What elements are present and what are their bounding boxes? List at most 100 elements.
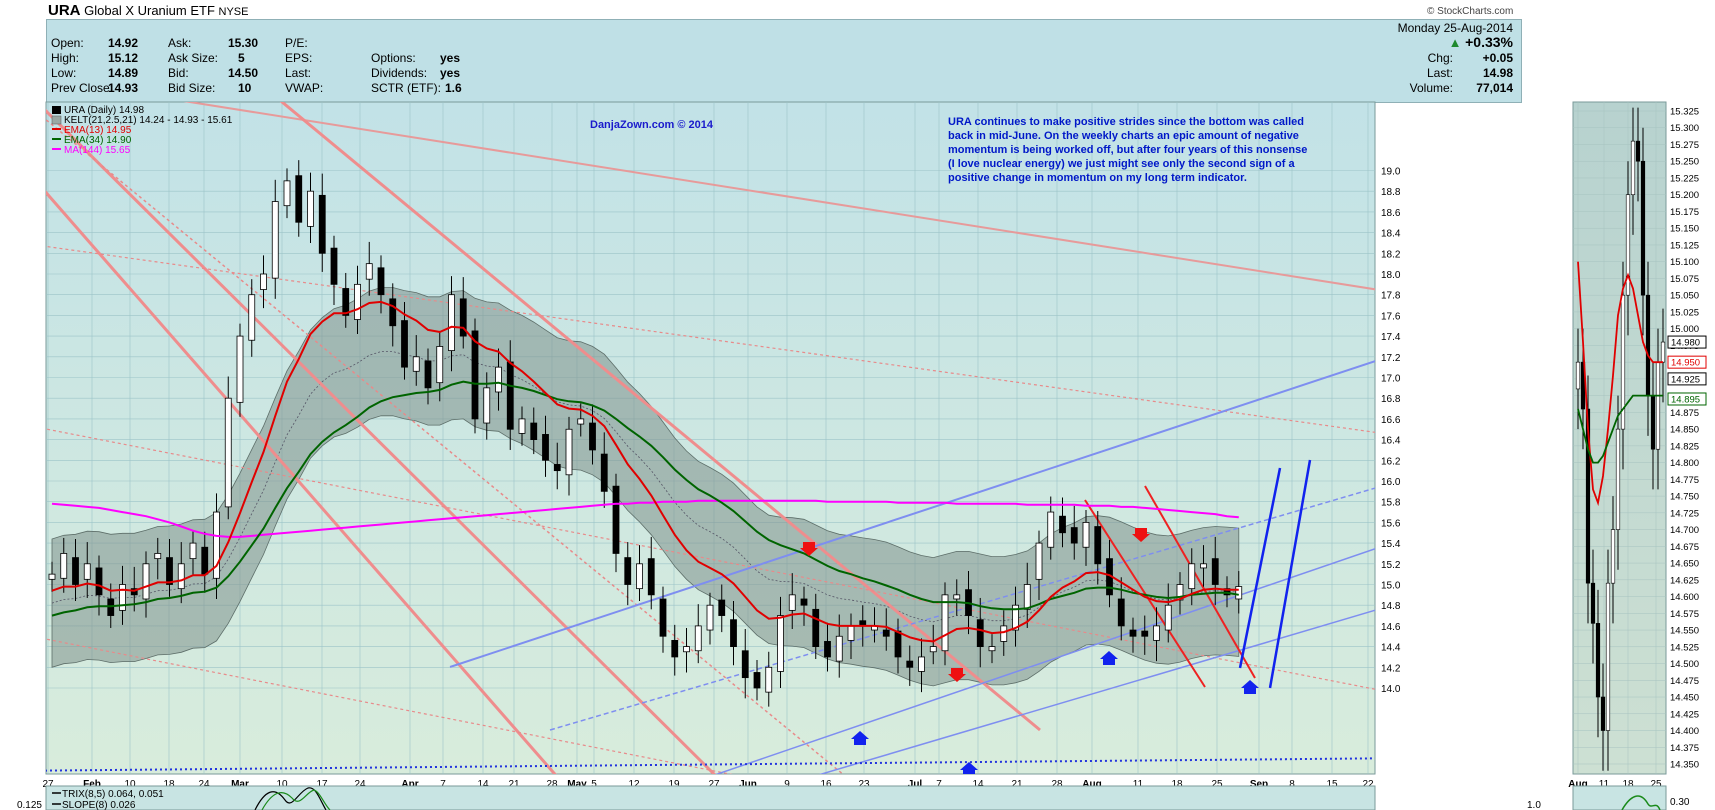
x-tick-label: 10 [276,779,288,790]
sctr-value: 1.6 [445,81,462,95]
zoom-candle [1610,496,1616,624]
uptrend-upper [449,360,1375,668]
zoom-y-tick-label: 14.550 [1670,626,1699,637]
volume-row: Volume: 77,014 [1410,81,1513,95]
candle [236,323,244,417]
sell-arrow-icon [1132,528,1150,542]
candle-body-down [624,557,632,585]
candle-body-down [506,361,514,430]
candle-body-up [953,594,961,600]
candle [283,168,291,219]
candle-body-up [694,625,702,652]
indicator-panel [45,785,1376,810]
main-plot-area [45,101,1376,775]
y-tick-label: 16.6 [1381,415,1401,426]
candle-body-up [354,283,361,320]
uptrend-lower-dash [715,548,1375,774]
open-row: Open: 14.92 [51,36,138,50]
zoom-candle-body [1660,341,1666,363]
zoom-y-tick-label: 15.125 [1670,240,1699,251]
asksize-label: Ask Size: [168,51,219,65]
candle [260,255,267,309]
up-triangle-icon: ▲ [1448,35,1466,50]
candle-body-up [154,553,162,560]
candle-body-up [224,397,232,508]
bidsize-row: Bid Size: 10 [168,81,251,95]
zoom-candle-body [1600,696,1606,731]
legend-ema13: EMA(13) 14.95 [64,125,132,136]
low-row: Low: 14.89 [51,66,138,80]
x-tick-label: 9 [784,779,790,790]
zoom-y-tick-label: 14.450 [1670,693,1699,704]
candle-body-down [318,194,326,254]
trendlines [46,102,1375,774]
candle-body-down [589,422,596,451]
zoom-indicator-value: 0.30 [1670,797,1690,808]
zoom-candle-body [1585,408,1591,584]
candle-body-down [201,546,209,575]
sell-arrow-icon [948,668,966,682]
ask-value: 15.30 [228,36,259,50]
copyright[interactable]: © StockCharts.com [1427,6,1514,17]
candle [1023,562,1031,628]
x-tick-label: Apr [401,779,418,790]
candle-body-up [1188,563,1196,590]
candle [1082,509,1090,566]
y-tick-label: 17.0 [1381,374,1401,385]
candle-body-up [918,656,925,672]
asksize-row: Ask Size: 5 [168,51,245,65]
candle [824,622,831,672]
candle [166,538,173,597]
candle-body-down [600,453,608,492]
candle [565,416,573,496]
candle-body-up [941,594,949,652]
zoom-candle-body [1620,294,1626,430]
candle [83,542,91,598]
candle-body-down [659,598,667,637]
zoom-candle [1590,549,1596,664]
candle [60,537,68,593]
low-label: Low: [51,66,77,80]
ask-label: Ask: [168,36,192,50]
candle [248,279,256,357]
sell-arrow-icon [800,542,818,556]
exchange: NYSE [218,6,249,18]
candle-body-up [1047,511,1055,548]
candle-body-down [1223,588,1231,596]
y-tick-label: 15.6 [1381,518,1401,529]
candle [307,172,314,243]
zoom-y-tick-label: 14.650 [1670,559,1699,570]
price-tag [1667,392,1707,406]
options-value: yes [440,51,461,65]
x-tick-label: 21 [508,779,520,790]
candle-body-up [412,356,420,372]
candle-body-down [730,619,737,648]
high-label: High: [51,51,80,65]
buy-arrow-icon [851,731,869,745]
zoom-candle [1640,127,1646,336]
zoom-candle [1630,107,1636,235]
quote-date: Monday 25-Aug-2014 [1397,21,1513,35]
candle-body-down [107,598,115,616]
quote-panel: Open: 14.92 High: 15.12 Low: 14.89 Prev Clo… [46,19,1522,103]
candle-body-down [894,630,902,658]
legend-ma144: MA(144) 15.65 [64,145,131,156]
prevclose-label: Prev Close: [51,81,114,95]
y-tick-label: 16.0 [1381,477,1401,488]
candle-body-up [248,294,256,341]
candle-body-up [83,563,91,580]
y-tick-label: 15.8 [1381,498,1401,509]
dividends-value: yes [440,66,461,80]
candle-body-down [72,557,79,585]
dividends-label: Dividends: [371,66,428,80]
candle [518,406,526,446]
buy-arrow-icon [960,762,978,774]
x-tick-label: 17 [316,779,328,790]
candle [154,537,162,580]
candle-body-up [260,273,267,290]
candle [119,565,126,625]
chg-value: +0.05 [1482,51,1513,65]
candle [906,645,914,686]
zoom-y-tick-label: 14.350 [1670,760,1699,771]
